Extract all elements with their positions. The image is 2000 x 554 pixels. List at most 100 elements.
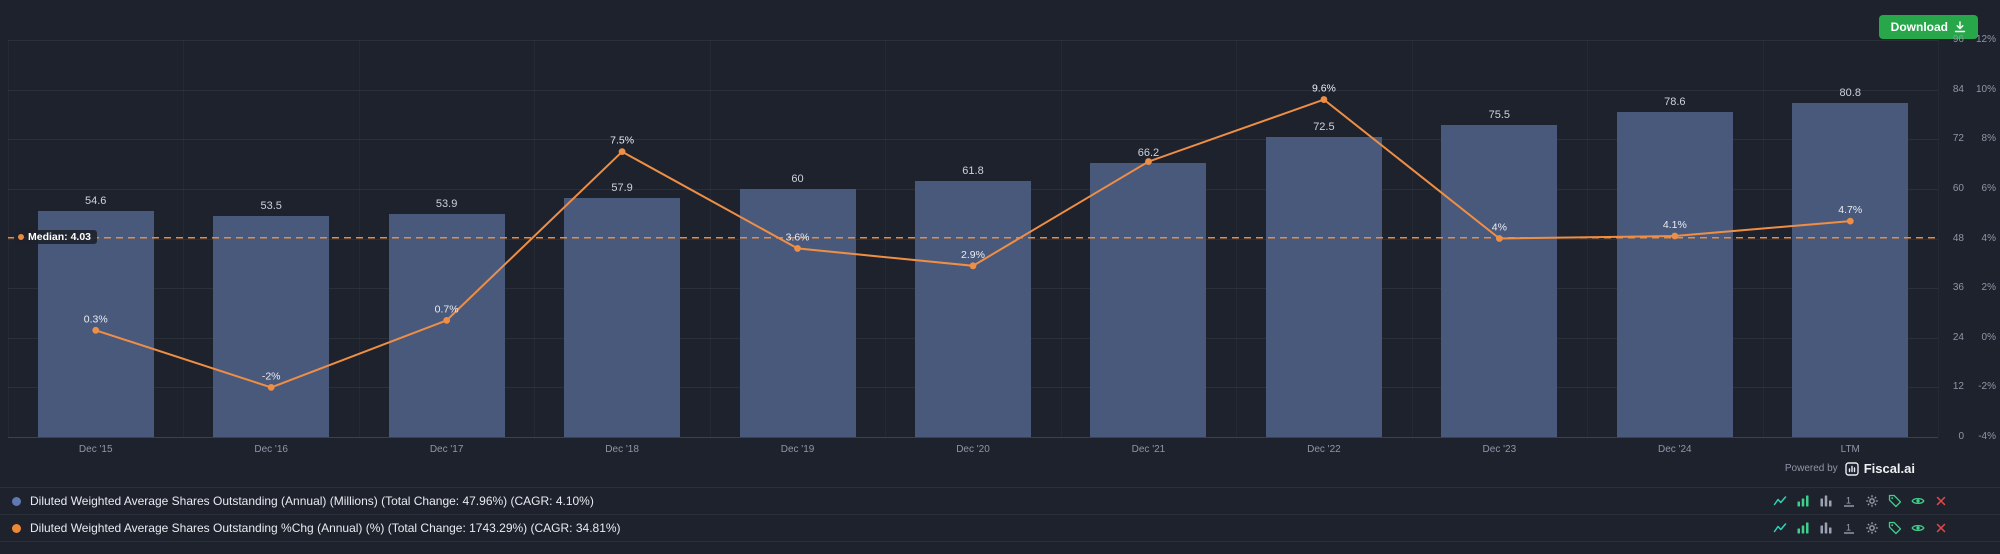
line-point[interactable] xyxy=(1846,217,1854,225)
column-style-icon[interactable] xyxy=(1818,521,1833,536)
x-axis: Dec '15 Dec '16 Dec '17 Dec '18 Dec '19 Dec '… xyxy=(8,444,1938,458)
y-tick-percent: 2% xyxy=(1981,282,1996,294)
series-color-dot xyxy=(12,523,21,533)
line-point[interactable] xyxy=(1145,158,1152,165)
tag-icon[interactable] xyxy=(1887,521,1902,536)
x-tick-label: Dec '23 xyxy=(1482,444,1517,455)
bar[interactable] xyxy=(739,188,856,437)
line-point[interactable] xyxy=(969,262,977,270)
v-gridline xyxy=(1236,40,1237,437)
bar-value-label: 53.5 xyxy=(260,199,282,212)
y-tick-value: 24 xyxy=(1952,331,1964,343)
y-tick: 72 8% xyxy=(1940,133,1996,144)
y-tick-percent: 10% xyxy=(1975,83,1996,95)
bar-style-icon[interactable] xyxy=(1795,494,1810,509)
bar[interactable] xyxy=(1090,163,1207,437)
v-gridline xyxy=(710,40,711,437)
x-tick-label: Dec '22 xyxy=(1307,444,1341,455)
line-point[interactable] xyxy=(1320,96,1328,103)
v-gridline xyxy=(359,40,360,437)
y-tick-percent: -4% xyxy=(1978,431,1996,442)
bar[interactable] xyxy=(213,215,330,437)
y-tick: 24 0% xyxy=(1940,332,1996,343)
svg-text:1: 1 xyxy=(1846,496,1851,506)
svg-text:1: 1 xyxy=(1846,523,1851,533)
gear-icon[interactable] xyxy=(1864,521,1879,536)
powered-by: Powered by Fiscal.ai xyxy=(1785,461,1915,476)
v-gridline xyxy=(1938,40,1939,437)
v-gridline xyxy=(534,40,535,437)
y-tick: 36 2% xyxy=(1940,282,1996,293)
bar[interactable] xyxy=(37,211,154,437)
line-point-label: 7.5% xyxy=(610,135,634,147)
download-button[interactable]: Download xyxy=(1878,15,1978,39)
median-label: Median: 4.03 xyxy=(14,229,98,244)
bar-value-label: 80.8 xyxy=(1839,86,1861,99)
x-tick-label: Dec '17 xyxy=(429,444,464,455)
h-gridline xyxy=(8,89,1938,91)
v-gridline xyxy=(8,40,9,437)
bar[interactable] xyxy=(388,214,505,437)
bar-value-label: 57.9 xyxy=(611,181,633,194)
y-tick-value: 0 xyxy=(1958,431,1964,442)
x-tick-label: Dec '20 xyxy=(956,444,990,455)
bar[interactable] xyxy=(564,197,681,437)
legend-row-pct-chg: Diluted Weighted Average Shares Outstand… xyxy=(0,515,2000,542)
y-tick-percent: 8% xyxy=(1981,133,1996,145)
y-tick-value: 96 xyxy=(1952,34,1964,45)
line-point[interactable] xyxy=(1671,232,1679,240)
fiscal-ai-brand-name: Fiscal.ai xyxy=(1863,461,1915,476)
line-point[interactable] xyxy=(443,316,451,324)
bar-value-label: 60 xyxy=(791,172,804,185)
h-gridline xyxy=(8,40,1938,41)
y-tick-value: 60 xyxy=(1952,182,1964,194)
y-tick: 12 -2% xyxy=(1940,381,1996,392)
decimal-format-icon[interactable]: 1 xyxy=(1841,521,1856,536)
legend-row-actions: 1 xyxy=(1772,494,1948,509)
line-style-icon[interactable] xyxy=(1772,521,1787,536)
y-tick-percent: -2% xyxy=(1978,381,1996,393)
y-tick-percent: 4% xyxy=(1981,232,1996,244)
h-gridline xyxy=(8,437,1938,438)
line-point[interactable] xyxy=(92,326,100,334)
bar[interactable] xyxy=(1792,102,1909,437)
y-tick: 84 10% xyxy=(1940,84,1996,95)
column-style-icon[interactable] xyxy=(1818,494,1833,509)
bar[interactable] xyxy=(1441,124,1558,437)
y-tick: 96 12% xyxy=(1940,34,1996,45)
gear-icon[interactable] xyxy=(1864,494,1879,509)
x-tick-label: LTM xyxy=(1840,444,1860,455)
x-tick-label: Dec '15 xyxy=(78,444,113,455)
download-button-label: Download xyxy=(1890,20,1948,34)
plot-area: 54.6 53.5 53.9 57.9 60 61.8 66.2 72.5 75.5 78.6 80… xyxy=(8,40,1939,438)
bar-value-label: 53.9 xyxy=(435,198,458,211)
v-gridline xyxy=(183,40,184,437)
tag-icon[interactable] xyxy=(1887,494,1902,509)
median-label-text: Median: 4.03 xyxy=(28,230,92,243)
close-icon[interactable] xyxy=(1933,521,1948,536)
y-axis-labels: 96 12% 84 10% 72 8% 60 6% 48 4% 36 2% 24 0% 12 -2% 0 -4% xyxy=(1940,34,1998,442)
line-point[interactable] xyxy=(267,383,275,391)
bar[interactable] xyxy=(915,181,1031,437)
legend-series-label: Diluted Weighted Average Shares Outstand… xyxy=(30,494,594,508)
line-point[interactable] xyxy=(618,148,626,156)
line-style-icon[interactable] xyxy=(1772,494,1787,509)
eye-icon[interactable] xyxy=(1910,521,1925,536)
line-point[interactable] xyxy=(1495,235,1503,242)
close-icon[interactable] xyxy=(1933,494,1948,509)
series-color-dot xyxy=(12,496,21,506)
decimal-format-icon[interactable]: 1 xyxy=(1841,494,1856,509)
bar-style-icon[interactable] xyxy=(1795,521,1810,536)
y-tick-value: 72 xyxy=(1952,133,1964,145)
x-tick-label: Dec '21 xyxy=(1131,444,1166,455)
fiscal-ai-logo: Fiscal.ai xyxy=(1844,461,1915,476)
bar[interactable] xyxy=(1616,111,1733,437)
y-tick-percent: 12% xyxy=(1975,34,1996,45)
bar-value-label: 75.5 xyxy=(1488,108,1511,121)
legend-row-actions: 1 xyxy=(1772,521,1948,536)
bar[interactable] xyxy=(1265,137,1382,437)
eye-icon[interactable] xyxy=(1910,494,1925,509)
line-point[interactable] xyxy=(794,245,801,252)
y-tick-value: 36 xyxy=(1952,282,1964,294)
x-tick-label: Dec '19 xyxy=(780,444,815,455)
